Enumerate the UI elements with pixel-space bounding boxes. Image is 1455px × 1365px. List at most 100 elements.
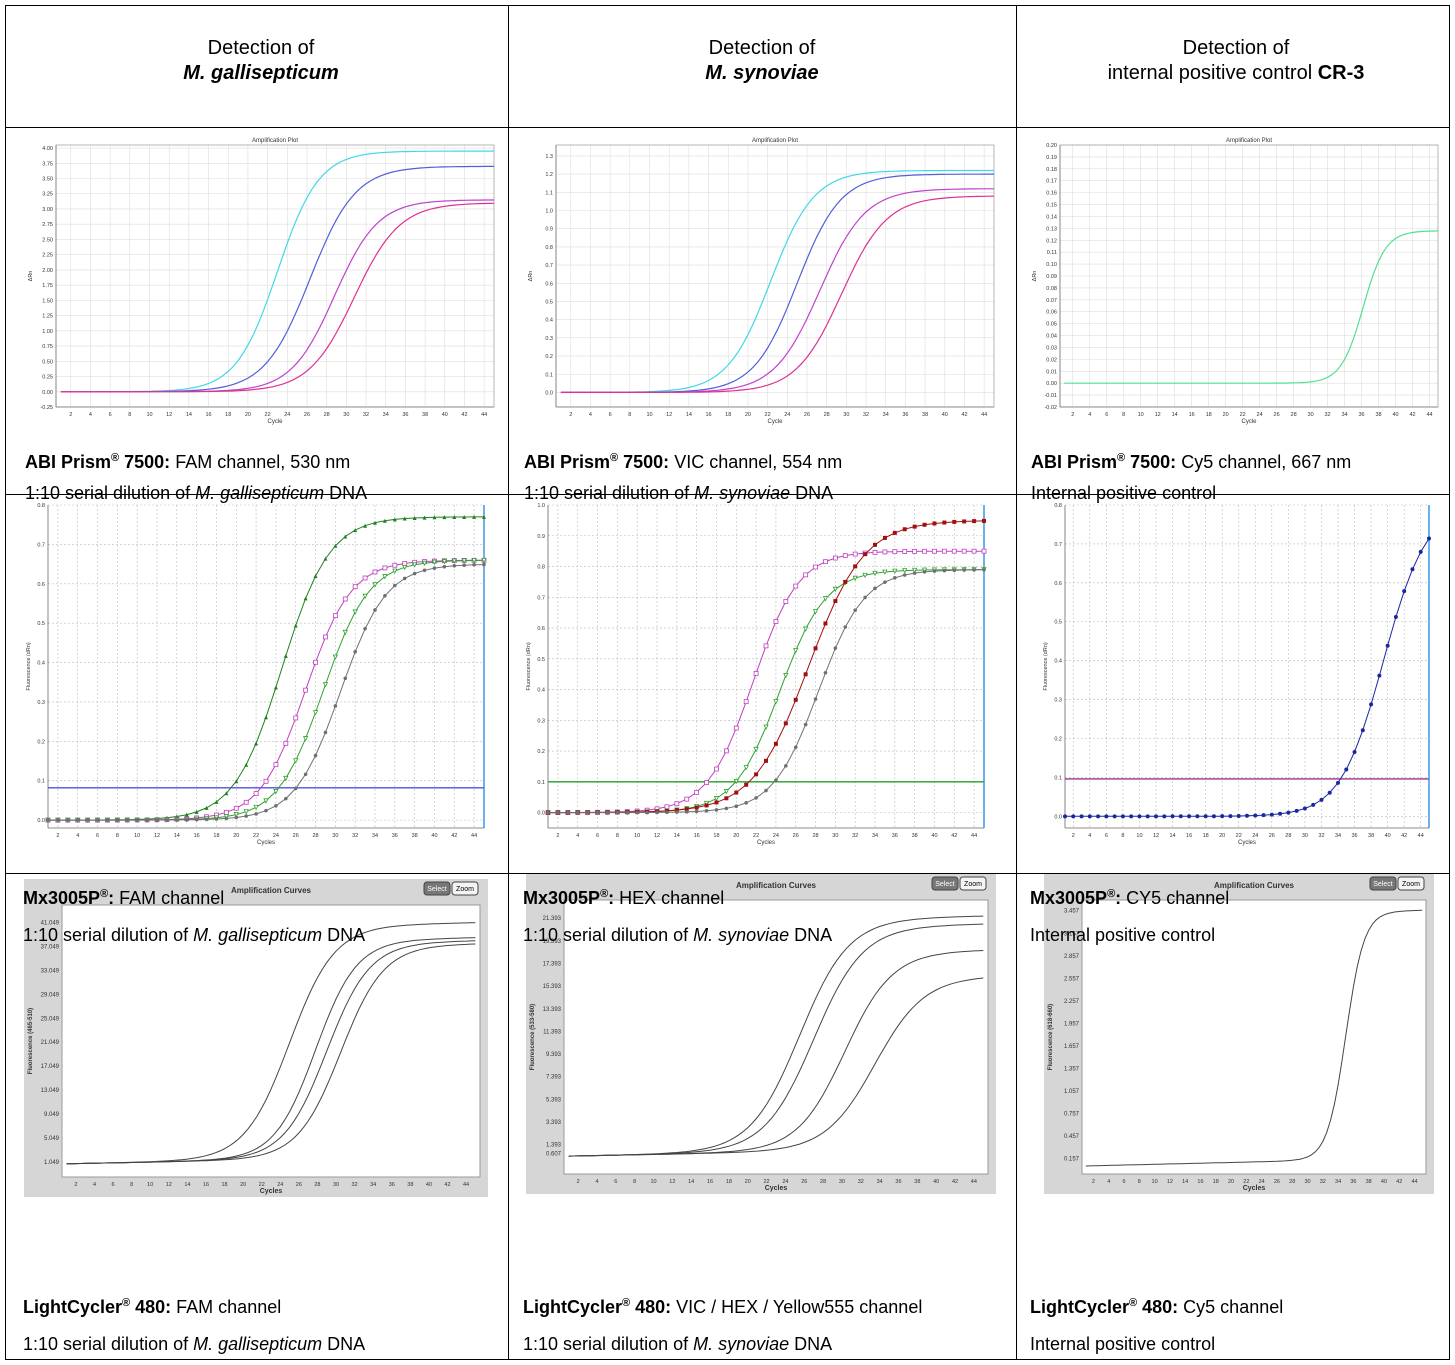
header-species: M. synoviae (705, 62, 819, 84)
x-tick-label: 28 (824, 412, 830, 418)
data-point (655, 810, 659, 815)
data-point (843, 579, 848, 584)
data-point (694, 789, 700, 795)
x-tick-label: 12 (1167, 1179, 1173, 1185)
data-point (352, 609, 358, 615)
data-point (1104, 814, 1109, 819)
data-point (763, 724, 769, 730)
data-point (724, 806, 729, 811)
data-point (1393, 614, 1398, 619)
x-tick-label: 28 (812, 833, 818, 839)
data-point (1154, 814, 1158, 819)
caption-sample: 1:10 serial dilution of M. synoviae DNA (523, 1334, 833, 1354)
y-tick-label: 1.0 (545, 209, 553, 215)
x-tick-label: 30 (332, 833, 338, 839)
chart-mx-cy5: 2 4 6 8 10 12 14 16 18 20 22 24 26 28 30 32 34 36 38 40 42 44… (1041, 501, 1451, 856)
y-tick-label: 0.5 (545, 299, 553, 305)
button-zoom[interactable]: Zoom (959, 876, 987, 891)
data-point (393, 583, 397, 588)
x-tick-label: 2 (556, 833, 559, 839)
data-point (293, 623, 298, 628)
data-point (363, 523, 368, 528)
data-point (362, 593, 368, 600)
y-tick-label: 0.5 (37, 621, 45, 627)
data-point (893, 576, 897, 580)
data-point (754, 796, 758, 800)
data-point (253, 804, 259, 811)
data-point (194, 817, 199, 822)
x-axis-label: Cycles (1238, 840, 1256, 846)
button-frame (931, 876, 959, 891)
caption-sample: Internal positive control (1030, 1334, 1216, 1354)
data-point (921, 567, 928, 573)
y-tick-label: 0.607 (546, 1152, 562, 1158)
caption-instrument: Mx3005P®: FAM channel (23, 888, 225, 908)
x-tick-label: 38 (1375, 412, 1381, 418)
x-tick-label: 16 (194, 833, 200, 839)
data-point (872, 570, 878, 577)
data-point (312, 710, 319, 716)
y-tick-label: 17.393 (543, 961, 562, 967)
button-label: Select (427, 886, 447, 893)
series-line (560, 188, 994, 393)
x-tick-label: 34 (883, 412, 889, 418)
data-point (1302, 806, 1307, 811)
data-point (546, 810, 550, 815)
x-tick-label: 8 (1121, 833, 1124, 839)
data-point (442, 515, 447, 520)
x-tick-label: 36 (389, 1182, 395, 1188)
y-tick-label: 0.25 (42, 375, 53, 381)
data-point (283, 775, 289, 782)
data-point (883, 580, 887, 584)
y-tick-label: 0.1 (537, 780, 545, 786)
button-zoom[interactable]: Zoom (451, 881, 479, 896)
x-tick-label: 12 (654, 833, 660, 839)
chart-lc-fam: Amplification Curves Select Zoom 2 4 6 8 10 12 14… (24, 879, 488, 1197)
x-tick-label: 8 (1122, 412, 1125, 418)
x-tick-label: 40 (1385, 833, 1391, 839)
data-point (155, 818, 159, 822)
y-tick-label: 0.6 (545, 281, 553, 287)
data-point (243, 799, 249, 805)
data-point (1253, 813, 1258, 818)
button-select[interactable]: Select (1369, 876, 1397, 891)
y-tick-label: 1.1 (545, 190, 553, 196)
x-tick-label: 10 (146, 412, 152, 418)
button-zoom[interactable]: Zoom (1397, 876, 1425, 891)
data-point (1245, 813, 1249, 818)
x-tick-label: 8 (128, 412, 131, 418)
data-point (734, 804, 739, 809)
data-point (303, 596, 308, 601)
chart-abi-cy5: Amplification Plot 2 4 6 8 10 12 14 16 18 20 22 24 26… (1030, 135, 1450, 435)
chart-mx-fam: 2 4 6 8 10 12 14 16 18 20 22 24 26 28 30 32 34 36 38 40 42 44… (24, 501, 506, 856)
x-tick-label: 32 (1325, 412, 1331, 418)
y-tick-label: 0.00 (42, 390, 53, 396)
x-tick-label: 10 (650, 1179, 656, 1185)
y-tick-label: -0.02 (1044, 405, 1057, 411)
y-tick-label: 0.6 (1054, 581, 1062, 587)
x-tick-label: 16 (694, 833, 700, 839)
x-tick-label: 18 (225, 412, 231, 418)
data-point (1410, 567, 1415, 572)
x-tick-label: 34 (383, 412, 389, 418)
data-point (982, 567, 986, 572)
x-tick-label: 38 (1366, 1179, 1372, 1185)
data-point (214, 817, 219, 821)
data-point (951, 548, 957, 554)
y-tick-label: 1.049 (44, 1160, 60, 1166)
plot-frame (1059, 144, 1439, 408)
header-gallisepticum: Detection of M. gallisepticum (11, 36, 511, 86)
data-point (1187, 814, 1192, 819)
x-tick-label: 20 (1223, 412, 1229, 418)
y-tick-label: 0.0 (537, 811, 545, 817)
data-point (353, 649, 357, 654)
y-tick-label: 0.7 (1054, 542, 1062, 548)
data-point (481, 557, 487, 564)
x-tick-label: 42 (961, 412, 967, 418)
row-divider (6, 873, 1449, 874)
y-tick-label: 0.457 (1064, 1134, 1080, 1140)
data-point (373, 608, 377, 612)
button-select[interactable]: Select (423, 881, 451, 896)
button-select[interactable]: Select (931, 876, 959, 891)
chart-mx-hex: 2 4 6 8 10 12 14 16 18 20 22 24 26 28 30 32 34 36 38 40 42 44… (524, 501, 1006, 856)
